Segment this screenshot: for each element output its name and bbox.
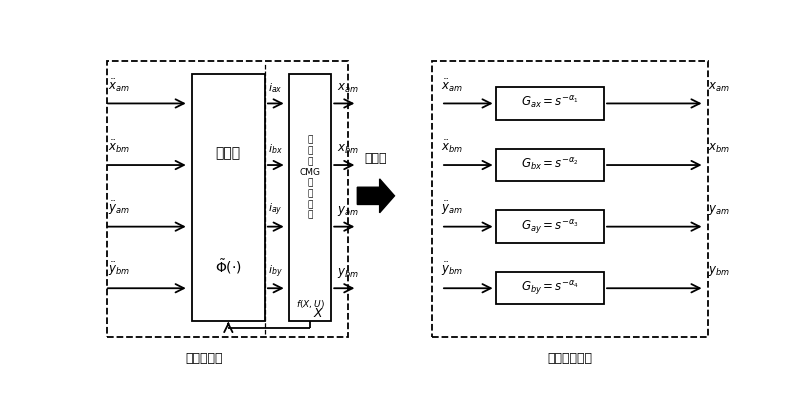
Text: $x_{bm}$: $x_{bm}$	[708, 142, 730, 155]
Text: $x_{am}$: $x_{am}$	[708, 80, 730, 94]
Text: $\ddot{x}_{am}$: $\ddot{x}_{am}$	[108, 77, 130, 94]
Bar	[495, 149, 604, 181]
Text: $f(X,U)$: $f(X,U)$	[296, 298, 325, 310]
Text: $x_{bm}$: $x_{bm}$	[338, 143, 359, 156]
Text: $i_{ay}$: $i_{ay}$	[268, 202, 282, 218]
Text: $\ddot{y}_{bm}$: $\ddot{y}_{bm}$	[441, 261, 463, 278]
Text: $i_{bx}$: $i_{bx}$	[268, 143, 282, 156]
Text: $\ddot{y}_{am}$: $\ddot{y}_{am}$	[441, 199, 463, 217]
Text: $G_{bx}=s^{-\alpha_2}$: $G_{bx}=s^{-\alpha_2}$	[521, 157, 579, 173]
Text: $y_{am}$: $y_{am}$	[708, 203, 730, 217]
Text: 修正逆系统: 修正逆系统	[185, 352, 222, 365]
Text: $i_{ax}$: $i_{ax}$	[268, 81, 282, 95]
Text: $y_{bm}$: $y_{bm}$	[338, 266, 359, 280]
Polygon shape	[358, 179, 394, 213]
Text: $y_{bm}$: $y_{bm}$	[708, 264, 730, 278]
Bar	[289, 74, 331, 320]
Text: $G_{ax}=s^{-\alpha_1}$: $G_{ax}=s^{-\alpha_1}$	[521, 95, 578, 112]
Bar	[495, 87, 604, 120]
Text: $\ddot{y}_{am}$: $\ddot{y}_{am}$	[108, 199, 130, 217]
Text: 修正逆: 修正逆	[216, 146, 241, 160]
Text: 伪线性子系统: 伪线性子系统	[547, 352, 592, 365]
Text: $\ddot{x}_{bm}$: $\ddot{x}_{bm}$	[108, 139, 130, 155]
Bar	[432, 61, 708, 337]
Bar	[495, 272, 604, 304]
Text: $i_{by}$: $i_{by}$	[268, 263, 282, 280]
Bar	[107, 61, 348, 337]
Text: $\ddot{x}_{bm}$: $\ddot{x}_{bm}$	[441, 139, 463, 155]
Text: $X$: $X$	[314, 307, 325, 320]
Text: $\ddot{y}_{bm}$: $\ddot{y}_{bm}$	[108, 261, 130, 278]
Text: $\ddot{x}_{am}$: $\ddot{x}_{am}$	[441, 77, 463, 94]
Text: 磁
悬
浮
CMG
转
子
系
统: 磁 悬 浮 CMG 转 子 系 统	[300, 136, 321, 220]
Bar	[192, 74, 265, 320]
Text: $G_{by}=s^{-\alpha_4}$: $G_{by}=s^{-\alpha_4}$	[521, 279, 579, 297]
Bar	[495, 210, 604, 243]
Text: $G_{ay}=s^{-\alpha_3}$: $G_{ay}=s^{-\alpha_3}$	[521, 218, 578, 236]
Text: $y_{am}$: $y_{am}$	[338, 204, 359, 218]
Text: $\tilde{\Phi}(\cdot)$: $\tilde{\Phi}(\cdot)$	[215, 257, 242, 276]
Text: $x_{am}$: $x_{am}$	[338, 82, 359, 95]
Text: 转化为: 转化为	[365, 152, 387, 165]
